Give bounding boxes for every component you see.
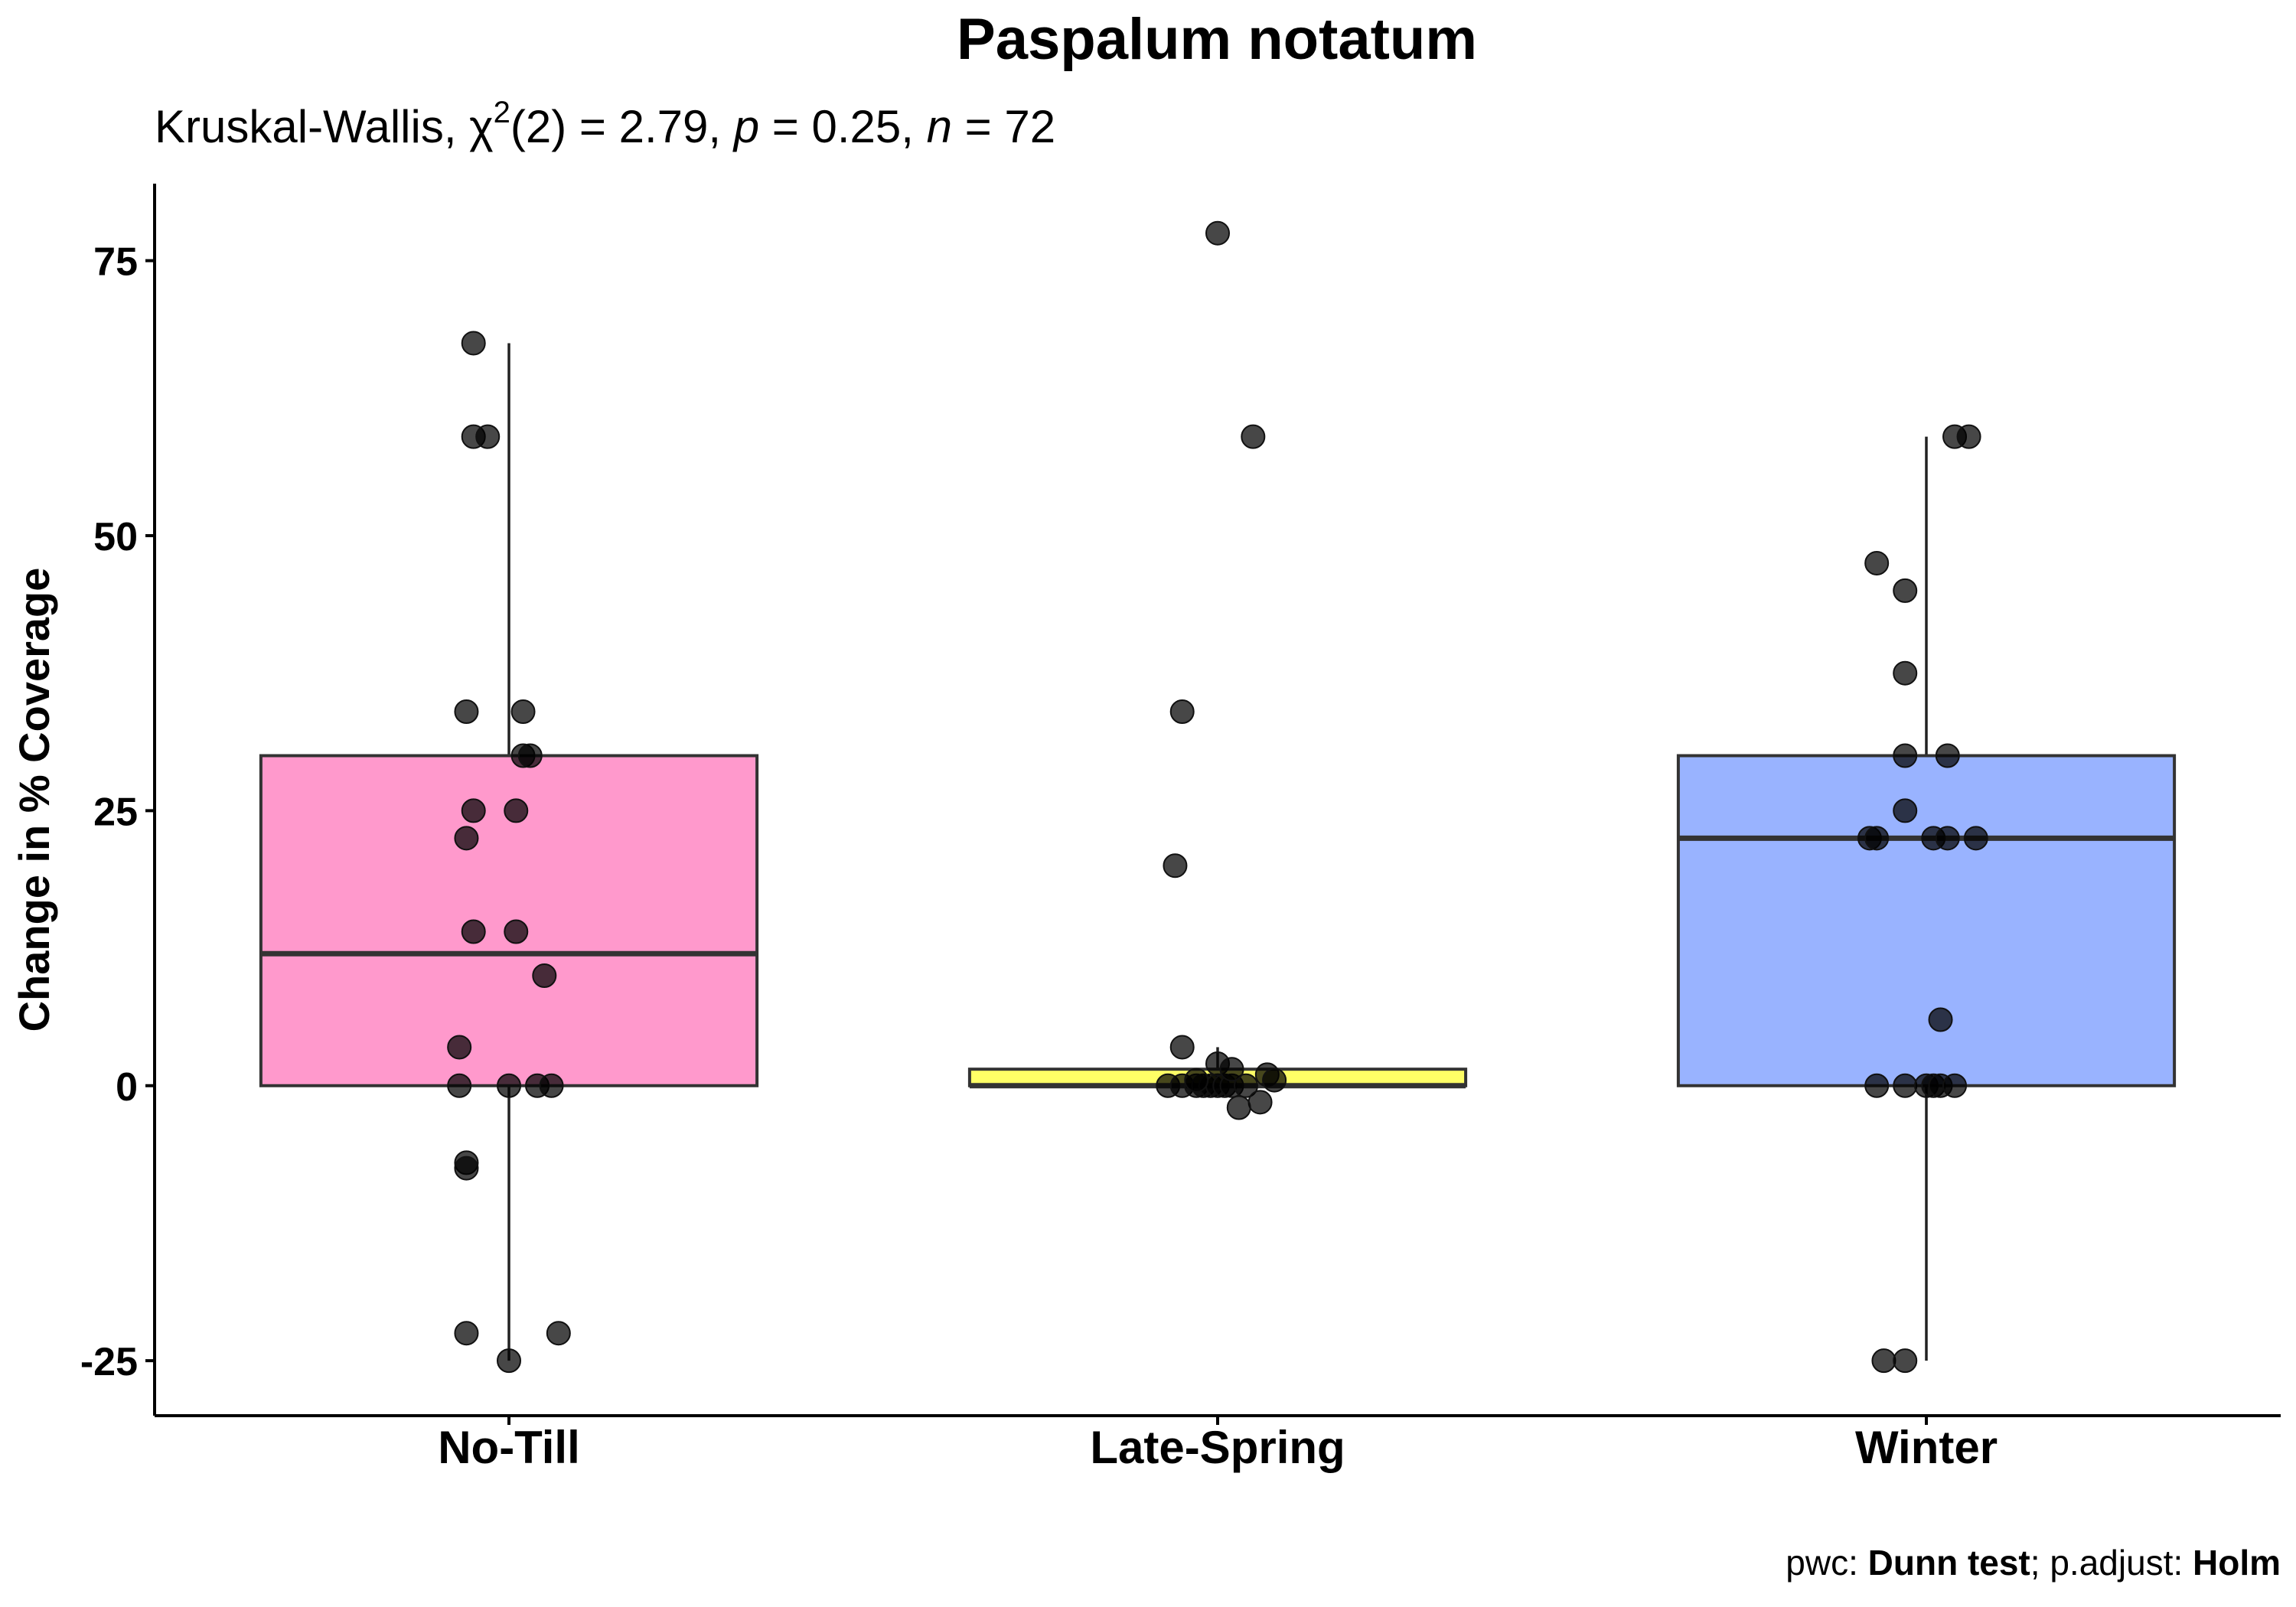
data-point: [1935, 826, 1960, 851]
x-tick-label: No-Till: [438, 1422, 580, 1473]
x-tick-label: Late-Spring: [1090, 1422, 1345, 1473]
data-point: [1864, 550, 1890, 575]
x-tick-label: Winter: [1855, 1422, 1998, 1473]
chart-title: Paspalum notatum: [957, 7, 1477, 72]
plot-area: [259, 220, 2177, 1374]
y-tick-label: 50: [93, 515, 138, 559]
y-tick-label: 25: [93, 790, 138, 834]
subtitle-chi: χ: [469, 101, 494, 152]
data-point: [1226, 1095, 1251, 1120]
data-point: [1893, 660, 1918, 686]
data-point: [1893, 1073, 1918, 1098]
data-point: [1893, 578, 1918, 603]
subtitle-n-symbol: n: [927, 101, 952, 152]
data-point: [1864, 826, 1890, 851]
data-point: [1262, 1068, 1287, 1093]
y-axis-ticks: -25 0 25 50 75: [80, 240, 155, 1384]
data-point: [1893, 743, 1918, 768]
boxes-layer: [259, 343, 2177, 1361]
y-axis-title: Change in % Coverage: [10, 568, 58, 1032]
data-point: [447, 1073, 472, 1098]
data-point: [1928, 1007, 1953, 1032]
data-point: [454, 826, 479, 851]
data-point: [1169, 1035, 1195, 1060]
y-tick-label: 0: [116, 1065, 138, 1110]
subtitle-p-text: = 0.25,: [759, 101, 927, 152]
data-point: [539, 1073, 564, 1098]
data-point: [546, 1321, 571, 1346]
y-tick-label: -25: [80, 1340, 138, 1384]
subtitle-p-symbol: p: [732, 101, 759, 152]
subtitle-test: Kruskal-Wallis: [155, 101, 444, 152]
data-point: [461, 331, 486, 356]
data-point: [475, 424, 501, 449]
chart-subtitle: Kruskal-Wallis, χ2(2) = 2.79, p = 0.25, …: [155, 96, 1055, 152]
box-winter: [1676, 754, 2177, 1087]
caption: pwc: Dunn test; p.adjust: Holm: [1786, 1543, 2281, 1583]
caption-sep: ; p.adjust:: [2030, 1543, 2193, 1583]
points-layer: [447, 220, 1988, 1374]
data-point: [454, 1321, 479, 1346]
data-point: [497, 1348, 521, 1374]
data-point: [1219, 1057, 1244, 1082]
data-point: [510, 699, 536, 724]
y-tick-label: 75: [93, 240, 138, 285]
data-point: [1893, 798, 1918, 823]
data-point: [1163, 853, 1188, 878]
data-point: [1205, 220, 1230, 246]
data-point: [1234, 1073, 1259, 1098]
data-point: [504, 798, 529, 823]
data-point: [1935, 743, 1960, 768]
data-point: [1184, 1068, 1209, 1093]
data-point: [454, 699, 479, 724]
caption-pwc-value: Dunn test: [1868, 1543, 2030, 1583]
data-point: [1864, 1073, 1890, 1098]
data-point: [461, 798, 486, 823]
data-point: [1169, 699, 1195, 724]
data-point: [1893, 1348, 1918, 1374]
subtitle-chi-sup: 2: [494, 96, 510, 129]
data-point: [497, 1073, 521, 1098]
subtitle-df: (2) = 2.79,: [510, 101, 734, 152]
data-point: [517, 743, 543, 768]
data-point: [454, 1156, 479, 1181]
data-point: [461, 919, 486, 944]
data-point: [504, 919, 529, 944]
caption-adjust-value: Holm: [2193, 1543, 2281, 1583]
data-point: [1241, 424, 1266, 449]
data-point: [1956, 424, 1981, 449]
data-point: [1871, 1348, 1896, 1374]
data-point: [1247, 1090, 1273, 1115]
caption-pwc-label: pwc:: [1786, 1543, 1867, 1583]
data-point: [1963, 826, 1988, 851]
x-axis-ticks: No-Till Late-Spring Winter: [438, 1416, 1998, 1473]
subtitle-n-text: = 72: [952, 101, 1055, 152]
data-point: [532, 963, 557, 988]
data-point: [1942, 1073, 1968, 1098]
data-point: [447, 1035, 472, 1060]
